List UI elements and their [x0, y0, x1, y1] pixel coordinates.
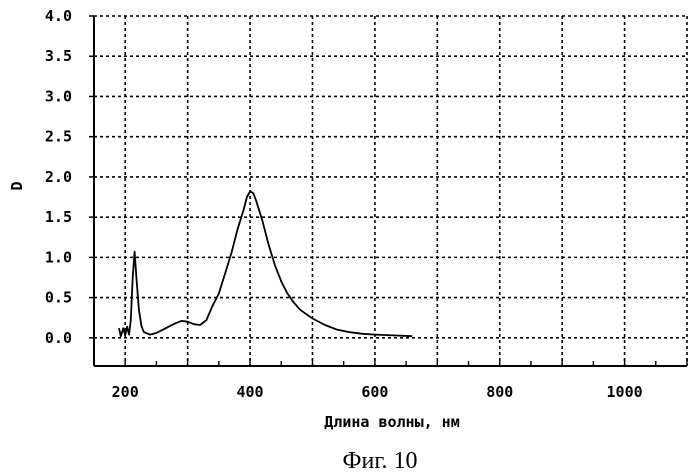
x-tick-label: 1000	[607, 383, 643, 401]
series	[119, 191, 412, 336]
x-axis-label: Длина волны, нм	[324, 413, 459, 431]
y-tick-label: 4.0	[45, 7, 72, 25]
y-tick-label: 2.0	[45, 168, 72, 186]
y-tick-labels: 0.0 0.5 1.0 1.5 2.0 2.5 3.0 3.5 4.0	[45, 7, 72, 347]
y-tick-label: 1.5	[45, 208, 72, 226]
y-tick-label: 1.0	[45, 248, 72, 266]
y-tick-label: 0.0	[45, 329, 72, 347]
axes	[89, 16, 687, 366]
series-line	[119, 191, 412, 336]
y-tick-label: 2.5	[45, 128, 72, 146]
x-tick-label: 600	[361, 383, 388, 401]
y-tick-label: 0.5	[45, 289, 72, 307]
figure-caption: Фиг. 10	[343, 448, 418, 474]
x-tick-label: 400	[237, 383, 264, 401]
x-tick-label: 200	[112, 383, 139, 401]
x-tick-labels: 200 400 600 800 1000	[112, 383, 643, 401]
y-axis-label: D	[8, 181, 26, 190]
x-tick-label: 800	[486, 383, 513, 401]
y-tick-label: 3.0	[45, 87, 72, 105]
grid	[94, 16, 687, 366]
y-tick-label: 3.5	[45, 47, 72, 65]
